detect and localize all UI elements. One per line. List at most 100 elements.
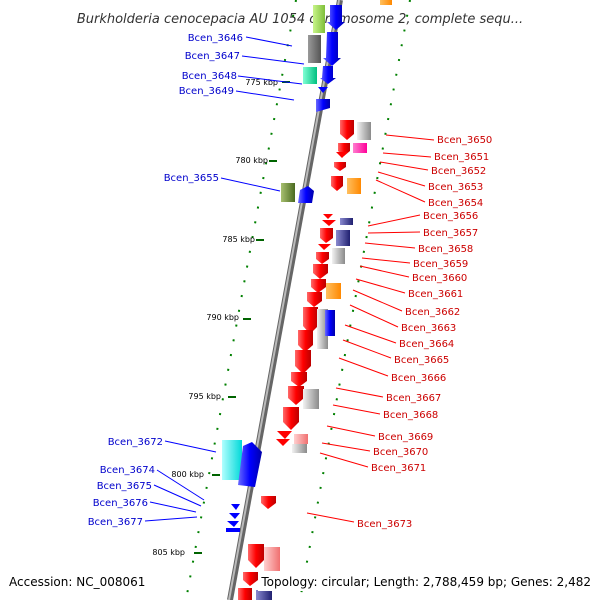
gene-label-bcen-3656[interactable]: Bcen_3656 [423,211,478,222]
feature-bcen-3656[interactable] [323,214,333,219]
feature-bcen-3672-rna[interactable] [222,440,242,480]
gene-label-bcen-3671[interactable]: Bcen_3671 [371,463,426,474]
right-leader-lines [306,134,435,523]
feature-bcen-3672[interactable] [238,442,262,487]
gene-label-bcen-3664[interactable]: Bcen_3664 [399,339,454,350]
gene-label-bcen-3652[interactable]: Bcen_3652 [431,166,486,177]
feature-bcen-3659[interactable] [318,244,331,250]
feature-bcen-3646[interactable] [327,5,345,30]
tick-label: 785 kbp [222,235,255,244]
gene-label-bcen-3651[interactable]: Bcen_3651 [434,152,489,163]
feature-bcen-3662-rna[interactable] [326,283,341,299]
feature-bcen-3669b[interactable] [277,431,292,439]
feature-bcen-3654-rna[interactable] [347,178,361,194]
feature-bcen-3669[interactable] [283,407,299,430]
feature-bcen-3660-rna[interactable] [332,248,345,264]
feature-bcen-3646-rna[interactable] [313,5,325,33]
feature-bcen-3655[interactable] [298,186,314,203]
gene-label-bcen-3663[interactable]: Bcen_3663 [401,323,456,334]
right-gene-labels: Bcen_3650 Bcen_3651 Bcen_3652 Bcen_3653 … [357,135,492,530]
feature-bcen-3671[interactable] [292,444,307,453]
feature-bottom-red-2[interactable] [243,572,258,586]
gene-label-bcen-3647[interactable]: Bcen_3647 [185,51,240,62]
gene-label-bcen-3665[interactable]: Bcen_3665 [394,355,449,366]
feature-bcen-3675[interactable] [229,513,240,519]
feature-bcen-3666b[interactable] [295,350,311,374]
gene-label-bcen-3677[interactable]: Bcen_3677 [88,517,143,528]
feature-bcen-3647[interactable] [323,32,341,66]
feature-bcen-3651-rna[interactable] [353,143,367,153]
feature-bcen-3657-rna[interactable] [340,218,353,225]
gene-label-bcen-3668[interactable]: Bcen_3668 [383,410,438,421]
gene-label-bcen-3653[interactable]: Bcen_3653 [428,182,483,193]
gene-label-bcen-3648[interactable]: Bcen_3648 [182,71,237,82]
feature-top-orange[interactable] [380,0,392,5]
gene-label-bcen-3676[interactable]: Bcen_3676 [93,498,148,509]
feature-bottom-pink[interactable] [264,547,280,571]
gene-label-bcen-3669[interactable]: Bcen_3669 [378,432,433,443]
feature-bcen-3648-rna[interactable] [303,67,317,84]
map-title: Burkholderia cenocepacia AU 1054 chromos… [77,12,523,27]
gene-label-bcen-3661[interactable]: Bcen_3661 [408,289,463,300]
feature-bcen-3664[interactable] [303,307,318,334]
feature-bcen-3647-rna[interactable] [308,35,321,63]
gene-label-bcen-3660[interactable]: Bcen_3660 [412,273,467,284]
gene-label-bcen-3646[interactable]: Bcen_3646 [188,33,243,44]
tick-805: 805 kbp [152,548,202,557]
feature-bcen-3676[interactable] [227,521,239,527]
feature-bottom-forward[interactable] [256,590,272,600]
gene-label-bcen-3655[interactable]: Bcen_3655 [164,173,219,184]
feature-bcen-3654[interactable] [331,176,343,191]
footer-accession-bg [4,573,152,591]
gene-label-bcen-3662[interactable]: Bcen_3662 [405,307,460,318]
feature-bcen-3650-rna[interactable] [357,122,371,140]
gene-label-bcen-3649[interactable]: Bcen_3649 [179,86,234,97]
gene-label-bcen-3650[interactable]: Bcen_3650 [437,135,492,146]
feature-bcen-3658-rna[interactable] [336,230,350,246]
feature-bcen-3670[interactable] [276,439,290,446]
tick-790: 790 kbp [206,313,251,322]
gene-label-bcen-3675[interactable]: Bcen_3675 [97,481,152,492]
feature-bcen-3670-rna[interactable] [294,434,308,444]
gene-label-bcen-3657[interactable]: Bcen_3657 [423,228,478,239]
feature-bcen-3649a[interactable] [318,87,328,93]
feature-bcen-3677[interactable] [226,528,240,532]
feature-bcen-3662[interactable] [311,279,326,293]
scale-ticks: 775 kbp 780 kbp 785 kbp 790 kbp 795 kbp … [152,78,290,557]
feature-bcen-3668-rna[interactable] [303,389,319,409]
feature-bcen-3661[interactable] [313,264,328,279]
feature-bcen-3660[interactable] [316,252,329,264]
feature-bcen-3673[interactable] [261,496,276,509]
gene-label-bcen-3672[interactable]: Bcen_3672 [108,437,163,448]
feature-bcen-3652[interactable] [336,152,348,158]
feature-bottom-red-1[interactable] [248,544,264,568]
feature-bcen-3665[interactable] [325,310,335,336]
feature-bcen-3655-rna[interactable] [281,183,295,202]
feature-bcen-3650[interactable] [340,120,354,140]
gene-label-bcen-3667[interactable]: Bcen_3667 [386,393,441,404]
gene-label-bcen-3658[interactable]: Bcen_3658 [418,244,473,255]
feature-bcen-3657[interactable] [322,220,336,226]
gene-label-bcen-3673[interactable]: Bcen_3673 [357,519,412,530]
feature-bcen-3653[interactable] [334,162,346,171]
footer-accession: Accession: NC_008061 [9,575,145,589]
feature-bcen-3666[interactable] [298,330,313,352]
feature-bcen-3668[interactable] [288,386,304,405]
footer-summary: Topology: circular; Length: 2,788,459 bp… [260,575,591,589]
gene-label-bcen-3666[interactable]: Bcen_3666 [391,373,446,384]
gene-label-bcen-3659[interactable]: Bcen_3659 [413,259,468,270]
feature-bcen-3674[interactable] [231,504,240,510]
feature-bcen-3663[interactable] [307,292,322,307]
feature-bcen-3665-rna[interactable] [317,309,328,349]
gene-label-bcen-3654[interactable]: Bcen_3654 [428,198,483,209]
feature-bcen-3648[interactable] [320,66,336,84]
gene-label-bcen-3670[interactable]: Bcen_3670 [373,447,428,458]
tick-label: 780 kbp [235,156,268,165]
gene-label-bcen-3674[interactable]: Bcen_3674 [100,465,155,476]
feature-bottom-red-3[interactable] [238,588,252,600]
feature-bcen-3667[interactable] [291,372,307,387]
tick-label: 805 kbp [152,548,185,557]
feature-bcen-3649[interactable] [316,99,330,112]
feature-bcen-3658[interactable] [320,228,333,243]
